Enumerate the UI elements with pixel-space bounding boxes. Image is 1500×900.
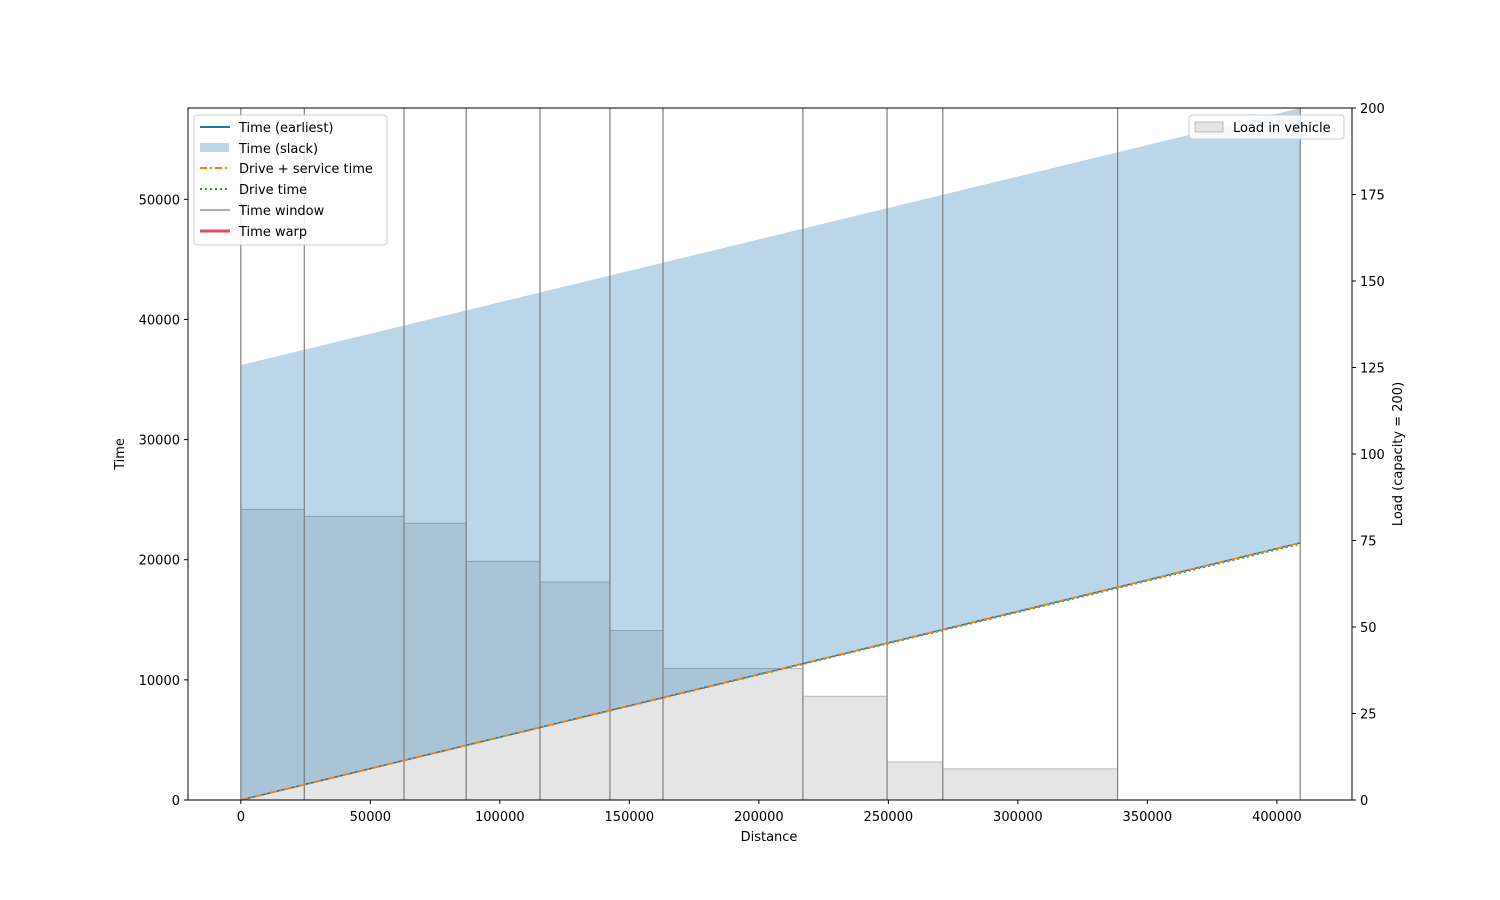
y2-tick-label-8: 200 — [1360, 102, 1385, 117]
load-bar-0 — [240, 508, 305, 801]
x-tick-label-2: 100000 — [475, 810, 525, 825]
legend-swatch-load — [1194, 121, 1224, 133]
x-tick-label-5: 250000 — [864, 810, 914, 825]
load-bar-3 — [465, 560, 541, 801]
load-bar-7 — [802, 695, 888, 801]
y-tick-label-1: 10000 — [139, 674, 180, 689]
y-tick-label-5: 50000 — [139, 193, 180, 208]
x-tick-label-8: 400000 — [1252, 810, 1302, 825]
load-bars — [240, 508, 1118, 801]
legend-label-earliest: Time (earliest) — [238, 121, 334, 136]
legend-right: Load in vehicle — [1188, 114, 1345, 140]
x-tick-label-4: 200000 — [734, 810, 784, 825]
time-window-lines — [240, 108, 1301, 800]
legend-label-time-window: Time window — [238, 204, 325, 219]
x-axis-label: Distance — [741, 830, 798, 845]
y-axis-ticks: 0 10000 20000 30000 40000 50000 — [139, 193, 188, 809]
line-drive-service-time — [240, 542, 1301, 801]
legend-left: Time (earliest) Time (slack) Drive + ser… — [193, 114, 388, 246]
y-tick-label-3: 30000 — [139, 434, 180, 449]
y2-tick-label-1: 25 — [1360, 708, 1377, 723]
y2-tick-label-4: 100 — [1360, 448, 1385, 463]
legend-label-slack: Time (slack) — [238, 142, 318, 157]
legend-label-drive-service: Drive + service time — [239, 162, 373, 177]
y-tick-label-4: 40000 — [139, 313, 180, 328]
x-tick-label-3: 150000 — [605, 810, 655, 825]
load-bar-8 — [886, 761, 944, 801]
load-bar-4 — [539, 581, 611, 801]
legend-label-drive: Drive time — [239, 183, 307, 198]
y2-axis-label: Load (capacity = 200) — [1391, 382, 1406, 526]
load-bar-1 — [303, 515, 405, 801]
load-bar-5 — [609, 630, 664, 801]
x-tick-label-6: 300000 — [993, 810, 1043, 825]
y2-axis-ticks: 0 25 50 75 100 125 150 175 200 — [1352, 102, 1385, 809]
slack-band — [240, 108, 1301, 800]
load-bar-6 — [662, 668, 804, 801]
y2-tick-label-2: 50 — [1360, 621, 1377, 636]
y2-tick-label-7: 175 — [1360, 189, 1385, 204]
x-tick-label-1: 50000 — [350, 810, 391, 825]
y2-tick-label-6: 150 — [1360, 275, 1385, 290]
load-bar-9 — [942, 768, 1118, 801]
y-tick-label-0: 0 — [172, 794, 180, 809]
y-tick-label-2: 20000 — [139, 554, 180, 569]
legend-swatch-slack — [200, 143, 229, 152]
x-tick-label-0: 0 — [237, 810, 245, 825]
legend-label-time-warp: Time warp — [238, 225, 307, 240]
legend-label-load: Load in vehicle — [1233, 121, 1331, 136]
load-bar-2 — [403, 522, 467, 801]
x-axis-ticks: 0 50000 100000 150000 200000 250000 300000 3500… — [237, 800, 1302, 825]
slack-area — [240, 108, 1301, 800]
x-tick-label-7: 350000 — [1123, 810, 1173, 825]
y-axis-label: Time — [113, 438, 128, 471]
y2-tick-label-0: 0 — [1360, 794, 1368, 809]
time-lines — [240, 542, 1301, 801]
y2-tick-label-5: 125 — [1360, 362, 1385, 377]
y2-tick-label-3: 75 — [1360, 535, 1377, 550]
